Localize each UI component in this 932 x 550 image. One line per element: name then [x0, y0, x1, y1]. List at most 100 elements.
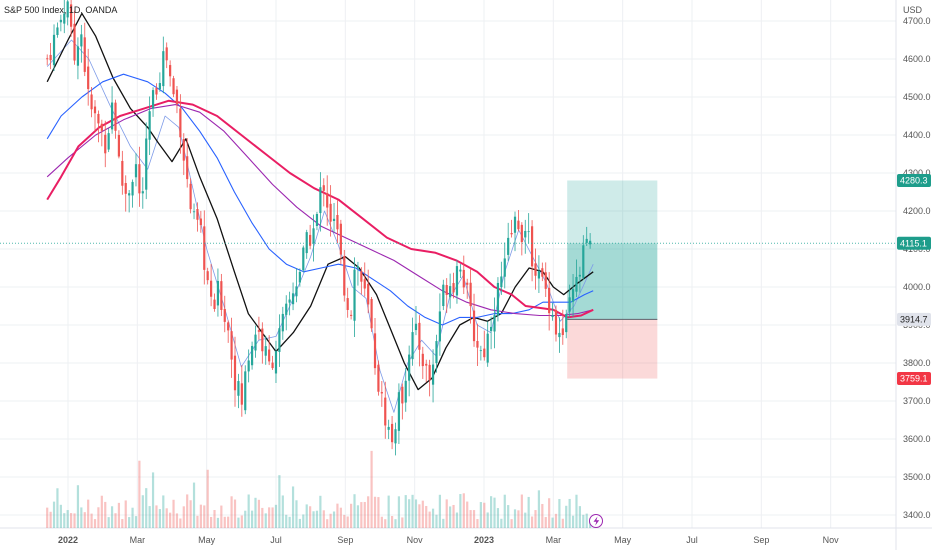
candle-body	[189, 183, 192, 210]
candle-body	[220, 281, 223, 310]
candle-body	[158, 83, 161, 90]
volume-bar	[298, 518, 301, 528]
volume-bar	[285, 514, 288, 528]
candle-body	[329, 203, 332, 222]
candle-body	[469, 282, 472, 307]
volume-bar	[462, 493, 465, 528]
volume-bar	[83, 512, 86, 528]
candle-body	[59, 19, 62, 23]
candle-body	[507, 237, 510, 255]
time-axis[interactable]: 2022 Mar May Jul Sep Nov 2023 Mar May Jul Sep Nov	[58, 535, 839, 545]
volume-bar	[93, 519, 97, 528]
candle-body	[394, 429, 397, 444]
candle-body	[124, 183, 127, 194]
volume-bar	[107, 517, 110, 528]
candle-body	[565, 314, 568, 333]
time-tick-label: Nov	[407, 535, 424, 545]
volume-bar	[319, 495, 322, 528]
volume-bar	[186, 494, 189, 528]
volume-bar	[380, 516, 383, 528]
volume-bar	[343, 514, 346, 528]
candle-body	[510, 233, 513, 235]
candle-body	[466, 282, 469, 285]
lightning-icon[interactable]	[589, 514, 603, 528]
candle-body	[442, 284, 445, 307]
volume-bar	[455, 512, 459, 528]
volume-bar	[565, 505, 568, 528]
candle-body	[182, 139, 185, 161]
price-tick-label: 4600.0	[903, 54, 931, 64]
volume-bar	[476, 519, 479, 528]
volume-bar	[493, 497, 496, 528]
moving-average-line	[46, 73, 594, 326]
volume-bar	[561, 518, 564, 528]
volume-bar	[158, 509, 161, 528]
volume-bar	[49, 511, 52, 528]
time-tick-label: Sep	[337, 535, 353, 545]
volume-bar	[537, 490, 541, 528]
volume-bar	[445, 499, 448, 528]
candle-body	[285, 303, 288, 315]
volume-bar	[138, 460, 141, 528]
volume-bar	[486, 512, 489, 528]
volume-bar	[554, 513, 558, 528]
volume-bar	[63, 513, 66, 528]
candle-body	[117, 134, 121, 157]
target-price-label: 4280.3	[900, 176, 928, 186]
volume-bar	[117, 502, 121, 528]
candle-body	[527, 231, 530, 233]
volume-bar	[544, 517, 547, 528]
candle-body	[455, 266, 459, 296]
price-axis[interactable]: 4700.04600.04500.04400.04300.04200.04100…	[903, 16, 931, 520]
candle-body	[575, 276, 578, 292]
volume-bar	[199, 504, 202, 528]
volume-bar	[114, 513, 117, 528]
volume-bar	[496, 508, 500, 528]
volume-bar	[281, 495, 284, 528]
moving-average-line	[46, 104, 594, 317]
price-tick-label: 4400.0	[903, 130, 931, 140]
long-position-tool[interactable]	[567, 180, 658, 379]
candle-body	[445, 285, 448, 295]
candle-body	[360, 271, 363, 282]
candle-body	[496, 282, 500, 316]
volume-bar	[66, 510, 69, 528]
time-tick-label: Nov	[823, 535, 840, 545]
candle-body	[114, 102, 117, 131]
price-tick-label: 4200.0	[903, 206, 931, 216]
volume-bar	[73, 513, 76, 528]
volume-bar	[585, 513, 588, 528]
volume-bar	[558, 499, 561, 528]
candle-body	[128, 193, 131, 196]
candle-body	[367, 283, 370, 305]
volume-bar	[70, 513, 73, 528]
volume-bar	[309, 506, 312, 528]
candle-body	[70, 4, 73, 27]
time-tick-label: May	[198, 535, 216, 545]
volume-bars	[46, 450, 592, 528]
candle-body	[151, 90, 155, 109]
volume-bar	[356, 505, 360, 528]
candle-body	[326, 192, 329, 208]
volume-bar	[230, 496, 233, 528]
candle-body	[414, 323, 418, 331]
candle-body	[520, 224, 523, 243]
candle-body	[561, 328, 564, 336]
volume-bar	[110, 506, 114, 528]
volume-bar	[104, 501, 107, 528]
candle-body	[377, 364, 380, 392]
candle-body	[356, 266, 360, 269]
candle-body	[145, 138, 148, 190]
volume-bar	[336, 503, 339, 528]
volume-bar	[367, 496, 370, 528]
volume-bar	[404, 495, 407, 528]
candle-body	[363, 279, 366, 289]
price-labels: 4280.3 4115.1 3914.7 3759.1	[897, 173, 931, 386]
volume-bar	[568, 498, 571, 528]
volume-bar	[431, 508, 435, 528]
volume-bar	[527, 496, 530, 528]
candle-body	[291, 293, 295, 305]
candle-body	[390, 423, 394, 443]
volume-bar	[363, 501, 366, 528]
